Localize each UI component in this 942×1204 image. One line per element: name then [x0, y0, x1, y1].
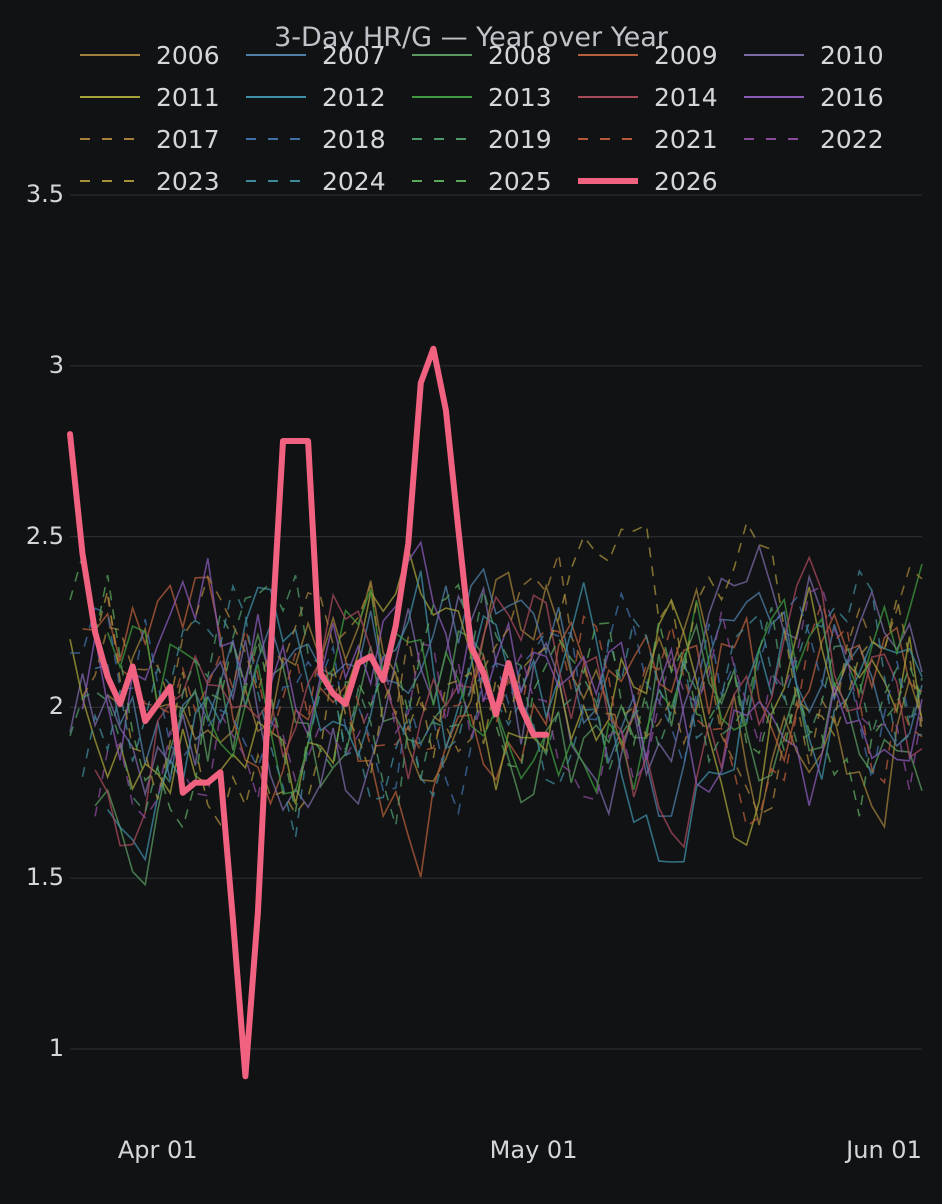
legend-swatch — [412, 54, 472, 56]
legend-label: 2009 — [654, 40, 718, 70]
legend-label: 2025 — [488, 166, 552, 196]
series-line-2013 — [106, 563, 923, 795]
y-tick-label: 3.5 — [25, 180, 64, 208]
legend-label: 2026 — [654, 166, 718, 196]
legend-label: 2007 — [322, 40, 386, 70]
legend-label: 2016 — [820, 82, 884, 112]
legend-swatch — [80, 54, 140, 56]
legend-swatch — [578, 54, 638, 56]
legend-label: 2022 — [820, 124, 884, 154]
series-line-2019 — [69, 575, 923, 827]
legend-item-2013[interactable]: 2013 — [410, 80, 552, 114]
legend-swatch — [246, 180, 306, 182]
legend-label: 2023 — [156, 166, 220, 196]
legend-label: 2014 — [654, 82, 718, 112]
legend-item-2026[interactable]: 2026 — [576, 164, 718, 198]
legend-swatch — [80, 138, 140, 140]
legend-item-2024[interactable]: 2024 — [244, 164, 386, 198]
series-line-2012 — [106, 570, 923, 863]
series-line-2024 — [81, 569, 923, 839]
x-tick-label: Apr 01 — [117, 1136, 198, 1164]
legend-item-2017[interactable]: 2017 — [78, 122, 220, 156]
series-line-2016 — [81, 540, 923, 806]
legend-swatch — [246, 54, 306, 56]
legend-item-2008[interactable]: 2008 — [410, 38, 552, 72]
legend-item-2021[interactable]: 2021 — [576, 122, 718, 156]
y-tick-label: 2 — [48, 692, 64, 721]
legend-swatch — [744, 96, 804, 98]
legend-label: 2006 — [156, 40, 220, 70]
legend-swatch — [744, 138, 804, 140]
legend-label: 2024 — [322, 166, 386, 196]
legend-swatch — [744, 54, 804, 56]
series-line-2008 — [94, 622, 923, 887]
legend-label: 2011 — [156, 82, 220, 112]
legend-item-2025[interactable]: 2025 — [410, 164, 552, 198]
series-line-2025 — [69, 555, 923, 830]
legend-item-2012[interactable]: 2012 — [244, 80, 386, 114]
x-tick-label: May 01 — [489, 1136, 578, 1164]
series-line-2018 — [69, 590, 923, 816]
legend-item-2014[interactable]: 2014 — [576, 80, 718, 114]
legend-swatch — [246, 138, 306, 140]
legend-item-2023[interactable]: 2023 — [78, 164, 220, 198]
legend-label: 2019 — [488, 124, 552, 154]
y-tick-label: 1 — [48, 1034, 64, 1062]
y-tick-label: 2.5 — [25, 521, 64, 550]
series-line-2023 — [94, 520, 923, 827]
y-tick-label: 1.5 — [25, 863, 64, 892]
legend-label: 2010 — [820, 40, 884, 70]
legend-label: 2017 — [156, 124, 220, 154]
legend-label: 2008 — [488, 40, 552, 70]
legend-swatch — [80, 96, 140, 98]
series-line-2026 — [67, 345, 550, 1080]
legend-swatch — [578, 178, 638, 184]
legend-item-2009[interactable]: 2009 — [576, 38, 718, 72]
legend-swatch — [412, 180, 472, 182]
legend-label: 2012 — [322, 82, 386, 112]
legend-item-2011[interactable]: 2011 — [78, 80, 220, 114]
legend-item-2010[interactable]: 2010 — [742, 38, 884, 72]
legend-swatch — [578, 96, 638, 98]
legend-swatch — [80, 180, 140, 182]
legend-item-2007[interactable]: 2007 — [244, 38, 386, 72]
series-line-2022 — [94, 585, 923, 819]
legend-label: 2018 — [322, 124, 386, 154]
legend-item-2018[interactable]: 2018 — [244, 122, 386, 156]
legend-label: 2013 — [488, 82, 552, 112]
legend-swatch — [412, 138, 472, 140]
series-line-2014 — [94, 555, 923, 849]
legend-item-2016[interactable]: 2016 — [742, 80, 884, 114]
legend-item-2022[interactable]: 2022 — [742, 122, 884, 156]
legend-swatch — [246, 96, 306, 98]
y-tick-label: 3 — [48, 350, 64, 379]
legend-swatch — [578, 138, 638, 140]
legend-label: 2021 — [654, 124, 718, 154]
legend-swatch — [412, 96, 472, 98]
series-line-2010 — [69, 543, 923, 817]
legend-item-2006[interactable]: 2006 — [78, 38, 220, 72]
x-tick-label: Jun 01 — [846, 1136, 922, 1164]
legend-item-2019[interactable]: 2019 — [410, 122, 552, 156]
